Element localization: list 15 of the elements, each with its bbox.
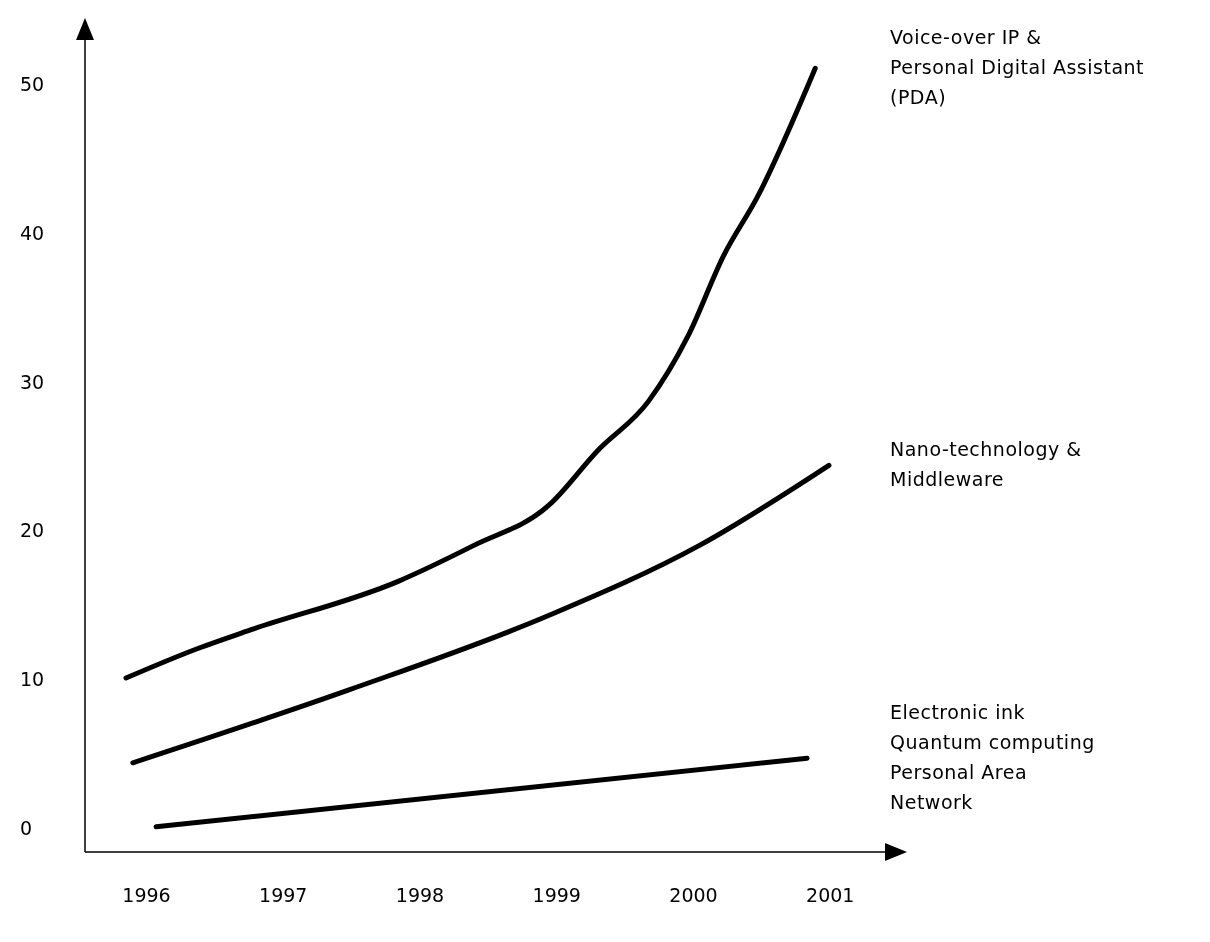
y-tick-label: 50 bbox=[20, 73, 45, 96]
text: Nano-technology & Middleware bbox=[890, 438, 1082, 491]
x-tick-label: 1997 bbox=[259, 884, 308, 906]
y-tick-label: 30 bbox=[20, 370, 45, 393]
text: Voice-over IP & Personal Digital Assistant (PDA) bbox=[890, 26, 1145, 109]
y-tick-label: 20 bbox=[20, 519, 45, 542]
y-tick-label: 0 bbox=[20, 816, 33, 839]
x-tick-label: 1999 bbox=[532, 884, 581, 906]
y-tick-label: 40 bbox=[20, 221, 45, 244]
x-tick-label: 1996 bbox=[122, 884, 171, 906]
x-tick-label: 2000 bbox=[669, 884, 718, 906]
x-tick-label: 1998 bbox=[395, 884, 445, 906]
x-tick-label: 2001 bbox=[806, 884, 855, 906]
text: Electronic ink Quantum computing Personal Area Network bbox=[890, 701, 1095, 814]
y-tick-label: 10 bbox=[20, 668, 45, 691]
